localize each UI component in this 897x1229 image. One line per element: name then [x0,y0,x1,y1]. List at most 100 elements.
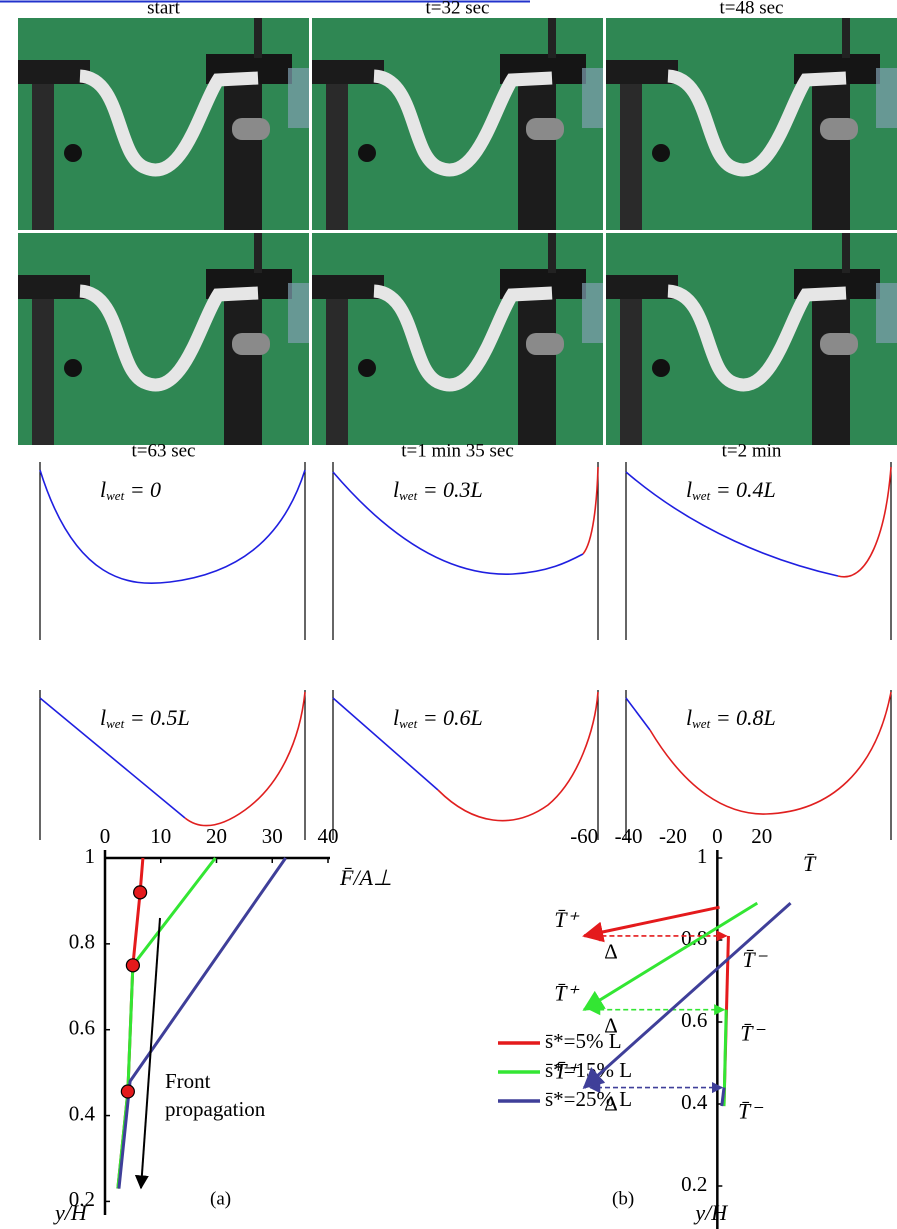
right-edge [288,283,309,343]
delta-label: Δ [604,940,618,964]
knob-roller [820,333,858,355]
left-post [326,78,348,230]
knob-roller [232,333,270,355]
equals: = 0.8L [710,705,776,730]
strip-shape [582,466,599,555]
photo-caption: t=1 min 35 sec [401,440,514,461]
rod [254,233,262,273]
y-tick-label: 0.6 [681,1008,707,1032]
x-tick-label: 20 [751,824,772,848]
equals: = 0.4L [710,477,776,502]
subscript: wet [106,488,124,503]
strip-shape [332,697,439,791]
y-tick-label: 1 [697,844,708,868]
photo-caption: t=48 sec [719,0,783,18]
strip [372,284,553,392]
strip-shape [184,691,306,827]
left-stage [312,275,384,299]
photo-caption: t=32 sec [425,0,489,18]
series-line [720,1087,726,1107]
strip-shape [625,697,651,731]
left-stage [312,60,384,84]
annotation: Front [165,1069,211,1093]
photo [18,233,309,445]
photo [606,233,897,445]
x-tick-label: 40 [318,824,339,848]
rod [842,18,850,58]
left-post [620,78,642,230]
x-tick-label: -20 [659,824,687,848]
strip-shape [649,691,892,815]
x-tick-label: 0 [712,824,723,848]
wet-length-label: lwet = 0.4L [686,477,776,503]
wet-length-label: lwet = 0.8L [686,705,776,731]
lower-tension-label: T̄⁻ [742,947,768,972]
strip [666,284,847,392]
upper-tension-label: T̄⁺ [554,907,580,932]
left-post [326,293,348,445]
subscript: wet [399,716,417,731]
strip-shape [39,469,306,585]
photo [18,18,309,230]
right-post [812,299,850,445]
panel-label: (a) [210,1188,231,1209]
right-edge [582,68,603,128]
strip [78,284,259,392]
left-post [32,78,54,230]
series-line [116,857,217,1189]
simulation-panel: lwet = 0.5L [39,690,306,840]
photo-caption: t=2 min [722,440,782,461]
left-stage [18,275,90,299]
upper-tension-label: T̄⁺ [554,1059,580,1084]
right-post [224,84,262,230]
x-axis-label: T̄ [803,851,817,876]
symbol: l [686,477,692,502]
strip [372,69,553,177]
left-knob [358,359,376,377]
y-tick-label: 0.4 [69,1101,96,1125]
wet-length-label: lwet = 0.3L [393,477,483,503]
series-line [582,901,792,1089]
y-axis-label: y/H [693,1200,728,1225]
right-edge [582,283,603,343]
y-tick-label: 0.2 [681,1172,707,1196]
x-tick-label: 10 [150,824,171,848]
y-tick-label: 0.8 [69,930,95,954]
knob-roller [232,118,270,140]
front-point [120,1084,135,1099]
symbol: l [393,477,399,502]
strip-shape [39,697,186,819]
left-knob [652,359,670,377]
lower-tension-label: T̄⁻ [740,1021,766,1046]
simulation-panel: lwet = 0.8L [625,690,892,840]
propagation-arrow [134,917,161,1190]
left-post [32,293,54,445]
lower-tension-label: T̄⁻ [738,1099,764,1124]
rod [842,233,850,273]
left-knob [358,144,376,162]
x-tick-label: -40 [615,824,643,848]
symbol: l [686,705,692,730]
left-stage [18,60,90,84]
panel-label: (b) [612,1188,634,1209]
strip-shape [437,691,599,822]
y-tick-label: 0.2 [69,1187,95,1211]
simulation-panel: lwet = 0 [39,462,306,640]
photo-caption: start [147,0,180,18]
strip [78,69,259,177]
simulation-panel: lwet = 0.3L [332,462,599,640]
y-tick-label: 0.4 [681,1090,708,1114]
right-post [518,299,556,445]
upper-tension-label: T̄⁺ [554,981,580,1006]
strip [666,69,847,177]
x-axis-label: F̄/A⊥ [339,865,392,890]
front-point [125,958,140,973]
legend-label: s̄*=25% L [545,1087,632,1111]
y-tick-label: 1 [85,844,96,868]
right-edge [876,68,897,128]
strip-shape [625,471,839,577]
left-knob [64,359,82,377]
right-post [224,299,262,445]
wet-length-label: lwet = 0 [100,477,161,503]
knob-roller [526,333,564,355]
